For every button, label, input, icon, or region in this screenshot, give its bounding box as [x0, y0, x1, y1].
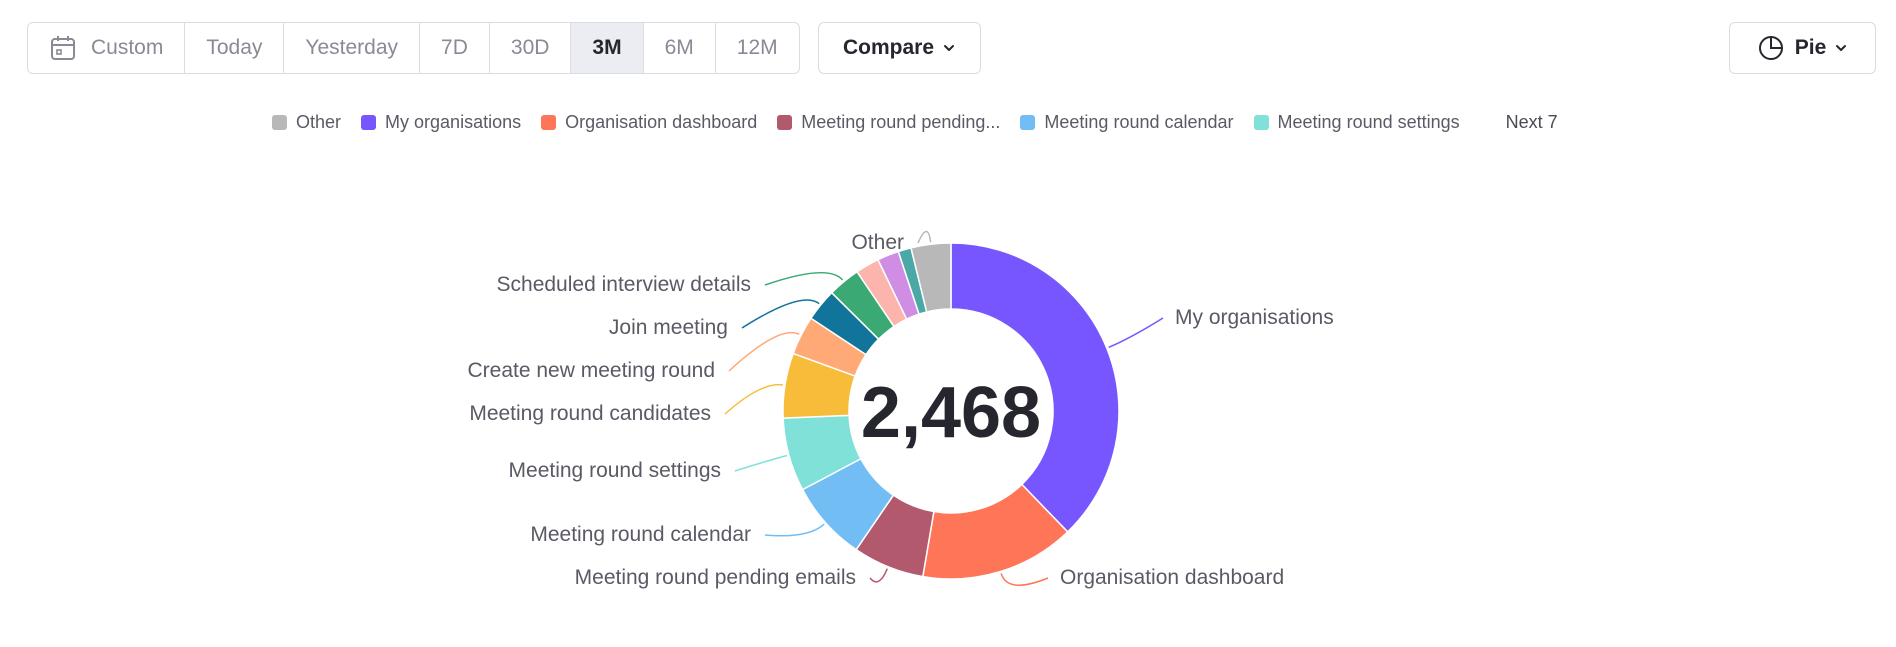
slice-label: Meeting round settings — [509, 459, 721, 482]
slice-leader-line — [764, 271, 844, 286]
legend-label: Organisation dashboard — [565, 111, 758, 132]
slice-label: Scheduled interview details — [497, 273, 751, 296]
slice-label: Meeting round candidates — [469, 402, 711, 425]
legend-swatch — [361, 114, 377, 130]
legend-item[interactable]: Meeting round calendar — [1020, 111, 1234, 133]
chart-type-button[interactable]: Pie — [1729, 22, 1876, 74]
range-label: 7D — [441, 36, 468, 59]
range-button-12m[interactable]: 12M — [714, 23, 799, 73]
slice-label: Meeting round calendar — [530, 523, 751, 546]
slice-leader-line — [764, 523, 825, 537]
slice-label: Organisation dashboard — [1060, 566, 1284, 589]
chevron-down-icon — [1834, 41, 1848, 55]
range-label: Today — [206, 36, 263, 59]
slice-label: Join meeting — [609, 316, 728, 339]
legend-item[interactable]: Meeting round pending... — [777, 112, 1000, 133]
slice-label: Meeting round pending emails — [575, 566, 856, 589]
legend-item[interactable]: Other — [272, 112, 341, 133]
slice-leader-line — [869, 568, 888, 583]
legend-swatch — [541, 114, 557, 130]
range-label: 12M — [736, 36, 778, 59]
legend-label: Other — [296, 111, 342, 132]
legend-swatch — [1253, 114, 1269, 130]
legend-label: Meeting round calendar — [1044, 111, 1234, 132]
pie-slice[interactable] — [910, 242, 952, 313]
legend-item[interactable]: Meeting round settings — [1253, 111, 1460, 133]
slice-label: My organisations — [1175, 306, 1334, 329]
range-label: Yesterday — [305, 36, 399, 59]
slice-label: Other — [851, 231, 904, 254]
legend-item[interactable]: Organisation dashboard — [541, 112, 757, 133]
slice-leader-line — [917, 230, 932, 244]
legend-label: Meeting round settings — [1277, 111, 1460, 132]
slice-leader-line — [1108, 317, 1164, 349]
range-button-3m[interactable]: 3M — [570, 23, 643, 73]
legend-swatch — [1020, 114, 1036, 130]
slice-leader-line — [734, 454, 788, 472]
range-label: Custom — [91, 36, 164, 59]
total-value: 2,468 — [861, 373, 1041, 453]
range-button-30d[interactable]: 30D — [488, 23, 571, 73]
legend-swatch — [272, 114, 287, 130]
legend-next-button[interactable]: Next 7 — [1505, 111, 1558, 132]
legend-swatch — [777, 114, 793, 130]
legend-label: Meeting round pending... — [801, 111, 1001, 132]
slice-leader-line — [724, 383, 784, 415]
range-label: 30D — [510, 36, 550, 59]
compare-label: Compare — [842, 36, 935, 59]
chevron-down-icon — [942, 41, 956, 55]
slice-label: Create new meeting round — [468, 359, 715, 382]
compare-button[interactable]: Compare — [818, 22, 981, 74]
slice-leader-line — [1000, 573, 1049, 586]
slice-leader-line — [728, 331, 800, 372]
legend-item[interactable]: My organisations — [361, 112, 521, 133]
range-button-custom[interactable]: Custom — [28, 23, 184, 73]
range-button-yesterday[interactable]: Yesterday — [283, 23, 419, 73]
pie-slice[interactable] — [950, 242, 1120, 533]
slice-leader-line — [741, 299, 820, 329]
chart-legend: Other My organisations Organisation dashbo… — [272, 110, 1558, 134]
date-range-selector: Custom Today Yesterday 7D 30D 3M 6M 12M — [27, 22, 800, 74]
range-label: 6M — [664, 36, 694, 59]
legend-label: My organisations — [385, 111, 522, 132]
calendar-icon — [49, 34, 77, 62]
range-button-6m[interactable]: 6M — [642, 23, 715, 73]
chart-type-label: Pie — [1794, 36, 1827, 59]
range-button-today[interactable]: Today — [184, 23, 283, 73]
range-label: 3M — [592, 36, 622, 59]
pie-chart-icon — [1757, 34, 1785, 62]
range-button-7d[interactable]: 7D — [419, 23, 489, 73]
